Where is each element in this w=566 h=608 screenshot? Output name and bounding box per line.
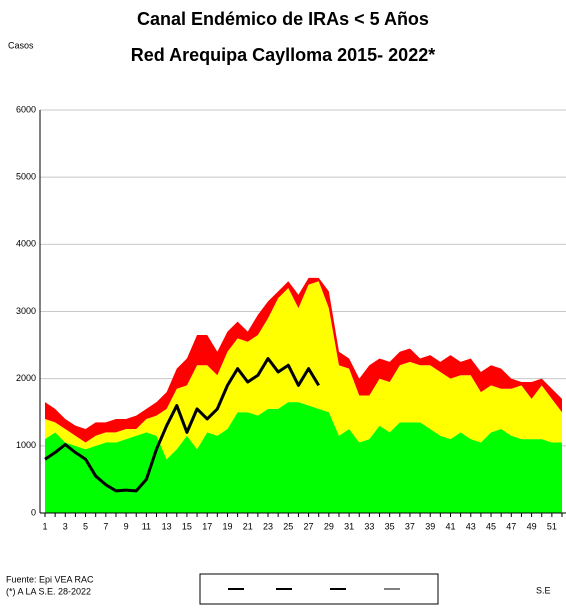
x-tick-label: 45 [486, 521, 496, 531]
y-tick-label: 6000 [16, 104, 36, 114]
x-tick-label: 43 [466, 521, 476, 531]
x-tick-label: 23 [263, 521, 273, 531]
y-tick-label: 5000 [16, 172, 36, 182]
x-tick-label: 35 [385, 521, 395, 531]
x-tick-label: 21 [243, 521, 253, 531]
line [44, 357, 320, 493]
x-axis-label: S.E [536, 585, 551, 595]
x-tick-label: 31 [344, 521, 354, 531]
area [45, 277, 562, 443]
y-tick-label: 2000 [16, 373, 36, 383]
x-tick-label: 27 [304, 521, 314, 531]
x-tick-label: 7 [103, 521, 108, 531]
y-axis-label: Casos [8, 40, 34, 50]
x-tick-label: 1 [42, 521, 47, 531]
x-tick-label: 49 [527, 521, 537, 531]
y-tick-label: 0 [31, 507, 36, 517]
legend [199, 573, 439, 605]
chart-title: Canal Endémico de IRAs < 5 Años [137, 9, 429, 29]
x-tick-label: 13 [162, 521, 172, 531]
x-tick-label: 17 [202, 521, 212, 531]
x-tick-label: 41 [445, 521, 455, 531]
x-tick-label: 11 [142, 521, 151, 531]
chart-subtitle: Red Arequipa Caylloma 2015- 2022* [131, 45, 435, 65]
x-tick-label: 25 [283, 521, 293, 531]
source: Fuente: Epi VEA RAC [6, 574, 94, 584]
x-tick-label: 29 [324, 521, 334, 531]
x-tick-label: 37 [405, 521, 415, 531]
x-tick-label: 5 [83, 521, 88, 531]
y-tick-label: 1000 [16, 440, 36, 450]
area [45, 281, 562, 460]
x-tick-label: 19 [222, 521, 232, 531]
x-tick-label: 15 [182, 521, 192, 531]
y-tick-label: 3000 [16, 306, 36, 316]
y-tick-label: 4000 [16, 239, 36, 249]
note: (*) A LA S.E. 28-2022 [6, 586, 91, 596]
x-tick-label: 9 [124, 521, 129, 531]
x-tick-label: 39 [425, 521, 435, 531]
area [45, 402, 562, 513]
x-tick-label: 47 [506, 521, 516, 531]
x-tick-label: 33 [364, 521, 374, 531]
x-tick-label: 51 [547, 521, 557, 531]
x-tick-label: 3 [63, 521, 68, 531]
